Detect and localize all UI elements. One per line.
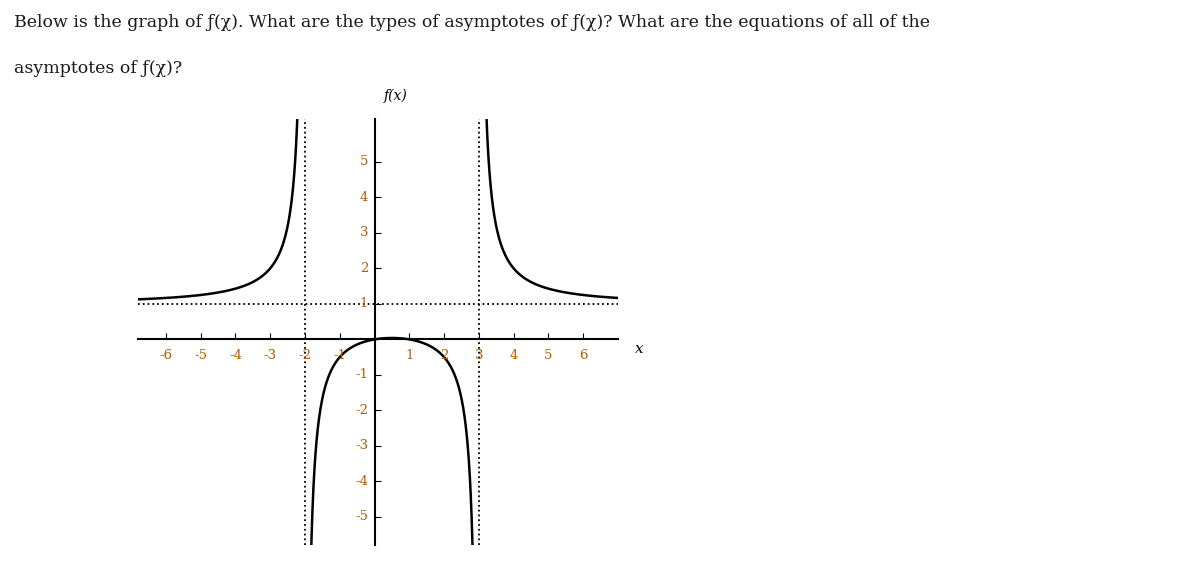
Text: 2: 2 xyxy=(440,349,449,362)
Text: 3: 3 xyxy=(475,349,484,362)
Text: -1: -1 xyxy=(334,349,347,362)
Text: 6: 6 xyxy=(578,349,588,362)
Text: -3: -3 xyxy=(355,440,368,452)
Text: f(x): f(x) xyxy=(384,89,408,103)
Text: -6: -6 xyxy=(160,349,173,362)
Text: 4: 4 xyxy=(510,349,518,362)
Text: 4: 4 xyxy=(360,191,368,204)
Text: -4: -4 xyxy=(355,475,368,488)
Text: -5: -5 xyxy=(194,349,208,362)
Text: asymptotes of ƒ(χ)?: asymptotes of ƒ(χ)? xyxy=(14,60,182,77)
Text: -4: -4 xyxy=(229,349,242,362)
Text: -5: -5 xyxy=(355,511,368,523)
Text: -2: -2 xyxy=(355,404,368,417)
Text: 2: 2 xyxy=(360,262,368,275)
Text: 1: 1 xyxy=(406,349,414,362)
Text: 3: 3 xyxy=(360,227,368,239)
Text: 5: 5 xyxy=(360,156,368,168)
Text: x: x xyxy=(635,343,644,356)
Text: 5: 5 xyxy=(545,349,553,362)
Text: 1: 1 xyxy=(360,298,368,310)
Text: -2: -2 xyxy=(299,349,312,362)
Text: Below is the graph of ƒ(χ). What are the types of asymptotes of ƒ(χ)? What are t: Below is the graph of ƒ(χ). What are the… xyxy=(14,14,930,31)
Text: -3: -3 xyxy=(264,349,277,362)
Text: -1: -1 xyxy=(355,369,368,381)
